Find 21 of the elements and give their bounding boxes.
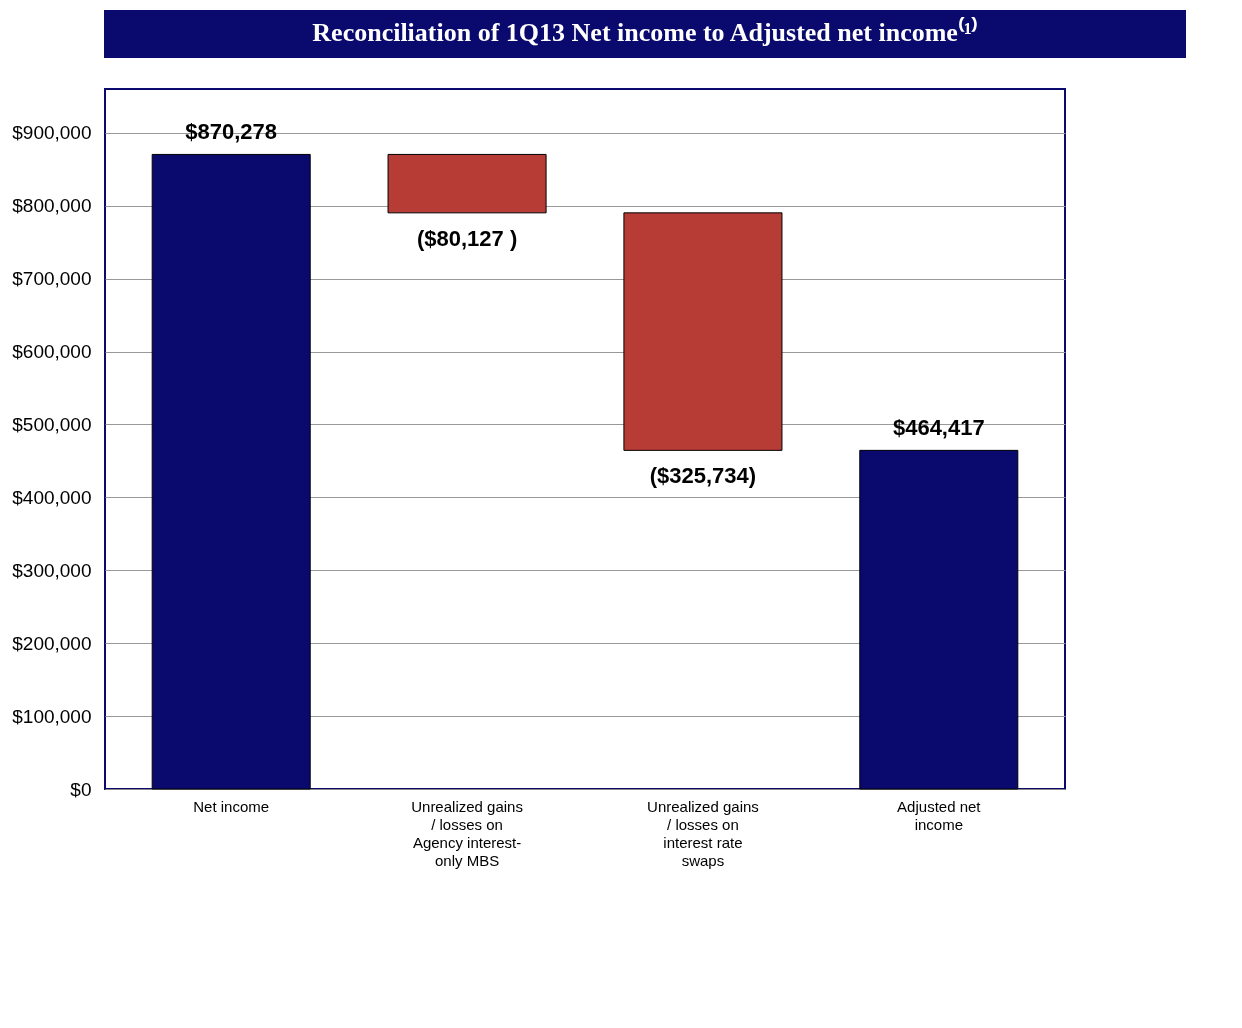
bar [387,153,547,214]
y-tick-label: $500,000 [12,413,92,435]
y-tick-label: $600,000 [12,341,92,362]
x-tick-label: Unrealized gains / losses on interest rate swaps [647,797,759,869]
data-label: $870,278 [185,119,278,145]
x-tick-label: Net income [193,797,270,815]
chart-title: Reconciliation of 1Q13 Net income to Adjusted net income⁽¹⁾ [312,16,978,47]
y-tick-label: $100,000 [12,705,92,727]
x-tick-label: Adjusted net income [897,797,982,833]
y-tick-label: $800,000 [12,195,92,217]
y-tick-label: $200,000 [12,632,92,654]
data-label: ($325,734) [649,463,757,489]
y-tick-label: $400,000 [12,486,92,508]
y-tick-label: $900,000 [12,122,92,144]
data-label: ($80,127 ) [416,225,518,251]
data-label: $464,417 [892,415,985,441]
x-tick-label: Unrealized gains / losses on Agency interest-only MBS [411,797,523,869]
y-tick-label: $300,000 [12,559,92,581]
y-tick-label: $700,000 [12,268,92,290]
y-tick-label: $0 [70,778,92,800]
bar [623,212,783,451]
